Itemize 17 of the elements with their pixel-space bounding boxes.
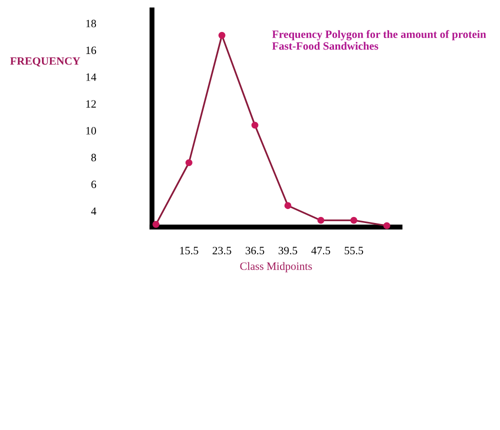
x-tick-label: 39.5 (278, 246, 298, 254)
x-tick-label: 55.5 (344, 246, 364, 254)
x-axis-title: Class Midpoints (240, 262, 312, 272)
text: Frequency Polygon for the amount of protein Fast-Food Sandwiches (272, 30, 486, 50)
y-tick-label: 14 (86, 73, 96, 81)
x-tick-label: 15.5 (180, 246, 198, 254)
y-tick-label: 18 (86, 20, 96, 28)
y-tick-label: 12 (86, 100, 96, 108)
y-tick-label: 8 (91, 154, 96, 162)
x-tick-label: 23.5 (212, 246, 232, 254)
y-tick-label: 10 (86, 126, 96, 134)
y-tick-label: 4 (91, 207, 96, 215)
y-tick-label: 16 (86, 46, 96, 54)
x-tick-label: 47.5 (311, 246, 330, 254)
x-tick-label: 36.5 (246, 246, 264, 254)
y-axis-title: FREQUENCY (10, 57, 80, 66)
y-tick-label: 6 (91, 180, 96, 188)
